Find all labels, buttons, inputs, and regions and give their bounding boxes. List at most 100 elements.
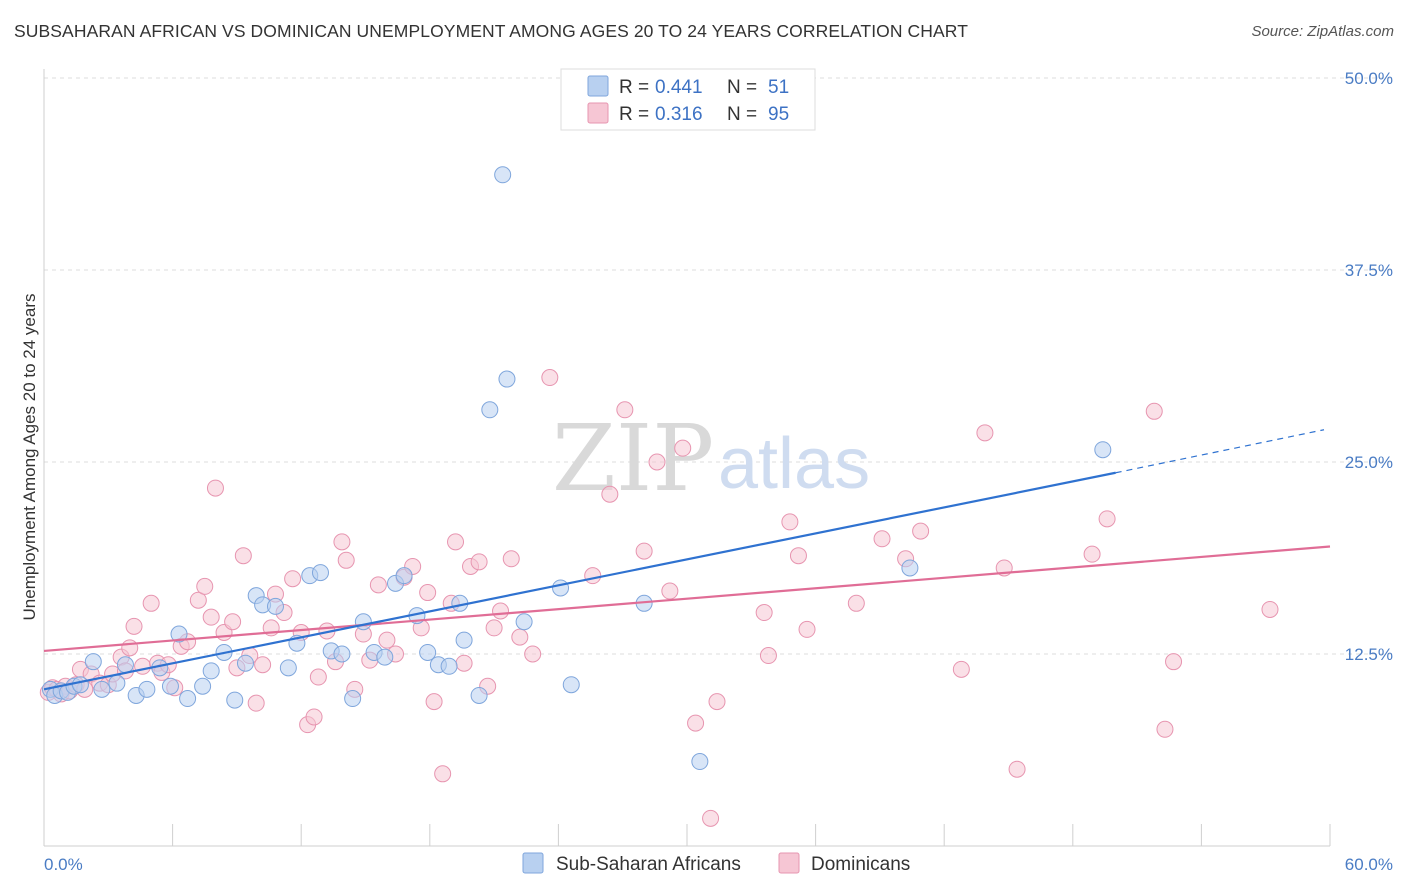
x-tick-label-60: 60.0%	[1345, 855, 1393, 874]
sub-saharan-point-15	[179, 690, 197, 708]
watermark-zip: ZIP	[552, 405, 714, 512]
legend-r-value-2: 0.316	[655, 104, 703, 125]
dominican-point-86	[798, 620, 816, 638]
sub-saharan-point-33	[376, 648, 394, 666]
bottom-legend-swatch-sub-saharan	[522, 852, 544, 874]
dominican-point-92	[976, 424, 994, 442]
bottom-legend-label-sub-saharan: Sub-Saharan Africans	[556, 854, 741, 875]
dominican-point-47	[337, 551, 355, 569]
dominican-point-30	[224, 613, 242, 631]
sub-saharan-point-39	[440, 657, 458, 675]
grid-lines	[44, 77, 1393, 655]
dominican-point-100	[1261, 600, 1279, 618]
y-tick-label-2: 37.5%	[1345, 261, 1393, 280]
dominican-point-98	[1156, 720, 1174, 738]
sub-saharan-point-45	[494, 166, 512, 184]
dominican-point-35	[254, 656, 272, 674]
dominican-point-84	[781, 513, 799, 531]
sub-saharan-point-16	[194, 677, 212, 695]
trend-lines	[43, 429, 1331, 691]
legend-n-value-1: 51	[768, 77, 789, 98]
dominican-point-77	[661, 582, 679, 600]
y-tick-label-0: 12.5%	[1345, 645, 1393, 664]
dominican-point-25	[189, 591, 207, 609]
sub-saharan-point-19	[226, 691, 244, 709]
dominican-point-15	[121, 639, 139, 657]
dominican-point-68	[502, 550, 520, 568]
sub-saharan-point-42	[470, 686, 488, 704]
dominican-point-62	[455, 654, 473, 672]
sub-saharan-point-31	[354, 613, 372, 631]
dominican-point-28	[206, 479, 224, 497]
sub-saharan-point-50	[691, 753, 709, 771]
bottom-legend-label-dominican: Dominicans	[811, 854, 910, 875]
watermark: ZIP atlas	[552, 405, 870, 512]
legend-swatch-sub-saharan	[587, 75, 609, 97]
dominican-point-67	[492, 602, 510, 620]
sub-saharan-point-44	[498, 370, 516, 388]
sub-saharan-trend-extension	[1115, 429, 1325, 474]
dominican-point-26	[196, 577, 214, 595]
y-tick-label-1: 25.0%	[1345, 453, 1393, 472]
dominican-point-34	[247, 694, 265, 712]
dominican-point-83	[759, 647, 777, 665]
dominican-point-74	[616, 401, 634, 419]
source-label: Source: ZipAtlas.com	[1251, 23, 1394, 40]
dominican-point-88	[873, 530, 891, 548]
sub-saharan-point-27	[311, 564, 329, 582]
sub-saharan-points	[41, 166, 1112, 771]
watermark-atlas: atlas	[718, 424, 870, 504]
legend-r-label-1: R =	[619, 77, 649, 98]
sub-saharan-point-17	[202, 662, 220, 680]
dominican-point-87	[847, 594, 865, 612]
dominican-point-66	[485, 619, 503, 637]
dominican-point-43	[309, 668, 327, 686]
dominican-point-32	[234, 547, 252, 565]
dominican-point-79	[687, 714, 705, 732]
dominican-point-42	[305, 708, 323, 726]
dominican-point-85	[789, 547, 807, 565]
dominican-point-70	[524, 645, 542, 663]
sub-saharan-trend-line	[43, 471, 1116, 691]
sub-saharan-point-35	[395, 567, 413, 585]
dominican-point-64	[470, 553, 488, 571]
legend-box: R = 0.441 N = 51 R = 0.316 N = 95	[560, 68, 816, 131]
dominican-point-59	[434, 765, 452, 783]
sub-saharan-point-24	[279, 659, 297, 677]
dominican-point-90	[912, 522, 930, 540]
dominican-point-58	[425, 693, 443, 711]
x-tick-label-0: 0.0%	[44, 855, 83, 874]
sub-saharan-point-41	[455, 631, 473, 649]
dominican-point-18	[142, 594, 160, 612]
sub-saharan-point-5	[71, 676, 89, 694]
sub-saharan-point-29	[333, 645, 351, 663]
dominican-point-39	[284, 570, 302, 588]
y-tick-labels: 12.5% 25.0% 37.5% 50.0%	[1345, 69, 1393, 664]
dominican-point-99	[1165, 653, 1183, 671]
dominican-trend-line	[43, 545, 1331, 653]
bottom-legend-swatch-dominican	[778, 852, 800, 874]
dominican-point-78	[674, 439, 692, 457]
dominican-point-16	[125, 617, 143, 635]
dominican-point-72	[584, 567, 602, 585]
dominican-point-52	[378, 631, 396, 649]
bottom-legend: Sub-Saharan Africans Dominicans	[522, 852, 910, 875]
dominican-point-17	[134, 657, 152, 675]
sub-saharan-point-51	[901, 559, 919, 577]
dominican-point-97	[1145, 402, 1163, 420]
dominican-point-94	[1008, 760, 1026, 778]
dominican-point-27	[202, 608, 220, 626]
sub-saharan-point-7	[93, 680, 111, 698]
legend-n-label-2: N =	[727, 104, 757, 125]
y-tick-label-3: 50.0%	[1345, 69, 1393, 88]
sub-saharan-point-9	[116, 656, 134, 674]
legend-r-label-2: R =	[619, 104, 649, 125]
dominican-point-73	[601, 485, 619, 503]
chart-title: SUBSAHARAN AFRICAN VS DOMINICAN UNEMPLOY…	[14, 21, 969, 41]
dominican-point-46	[333, 533, 351, 551]
dominican-point-69	[511, 628, 529, 646]
sub-saharan-point-20	[236, 654, 254, 672]
dominican-point-96	[1098, 510, 1116, 528]
dominican-point-51	[369, 576, 387, 594]
